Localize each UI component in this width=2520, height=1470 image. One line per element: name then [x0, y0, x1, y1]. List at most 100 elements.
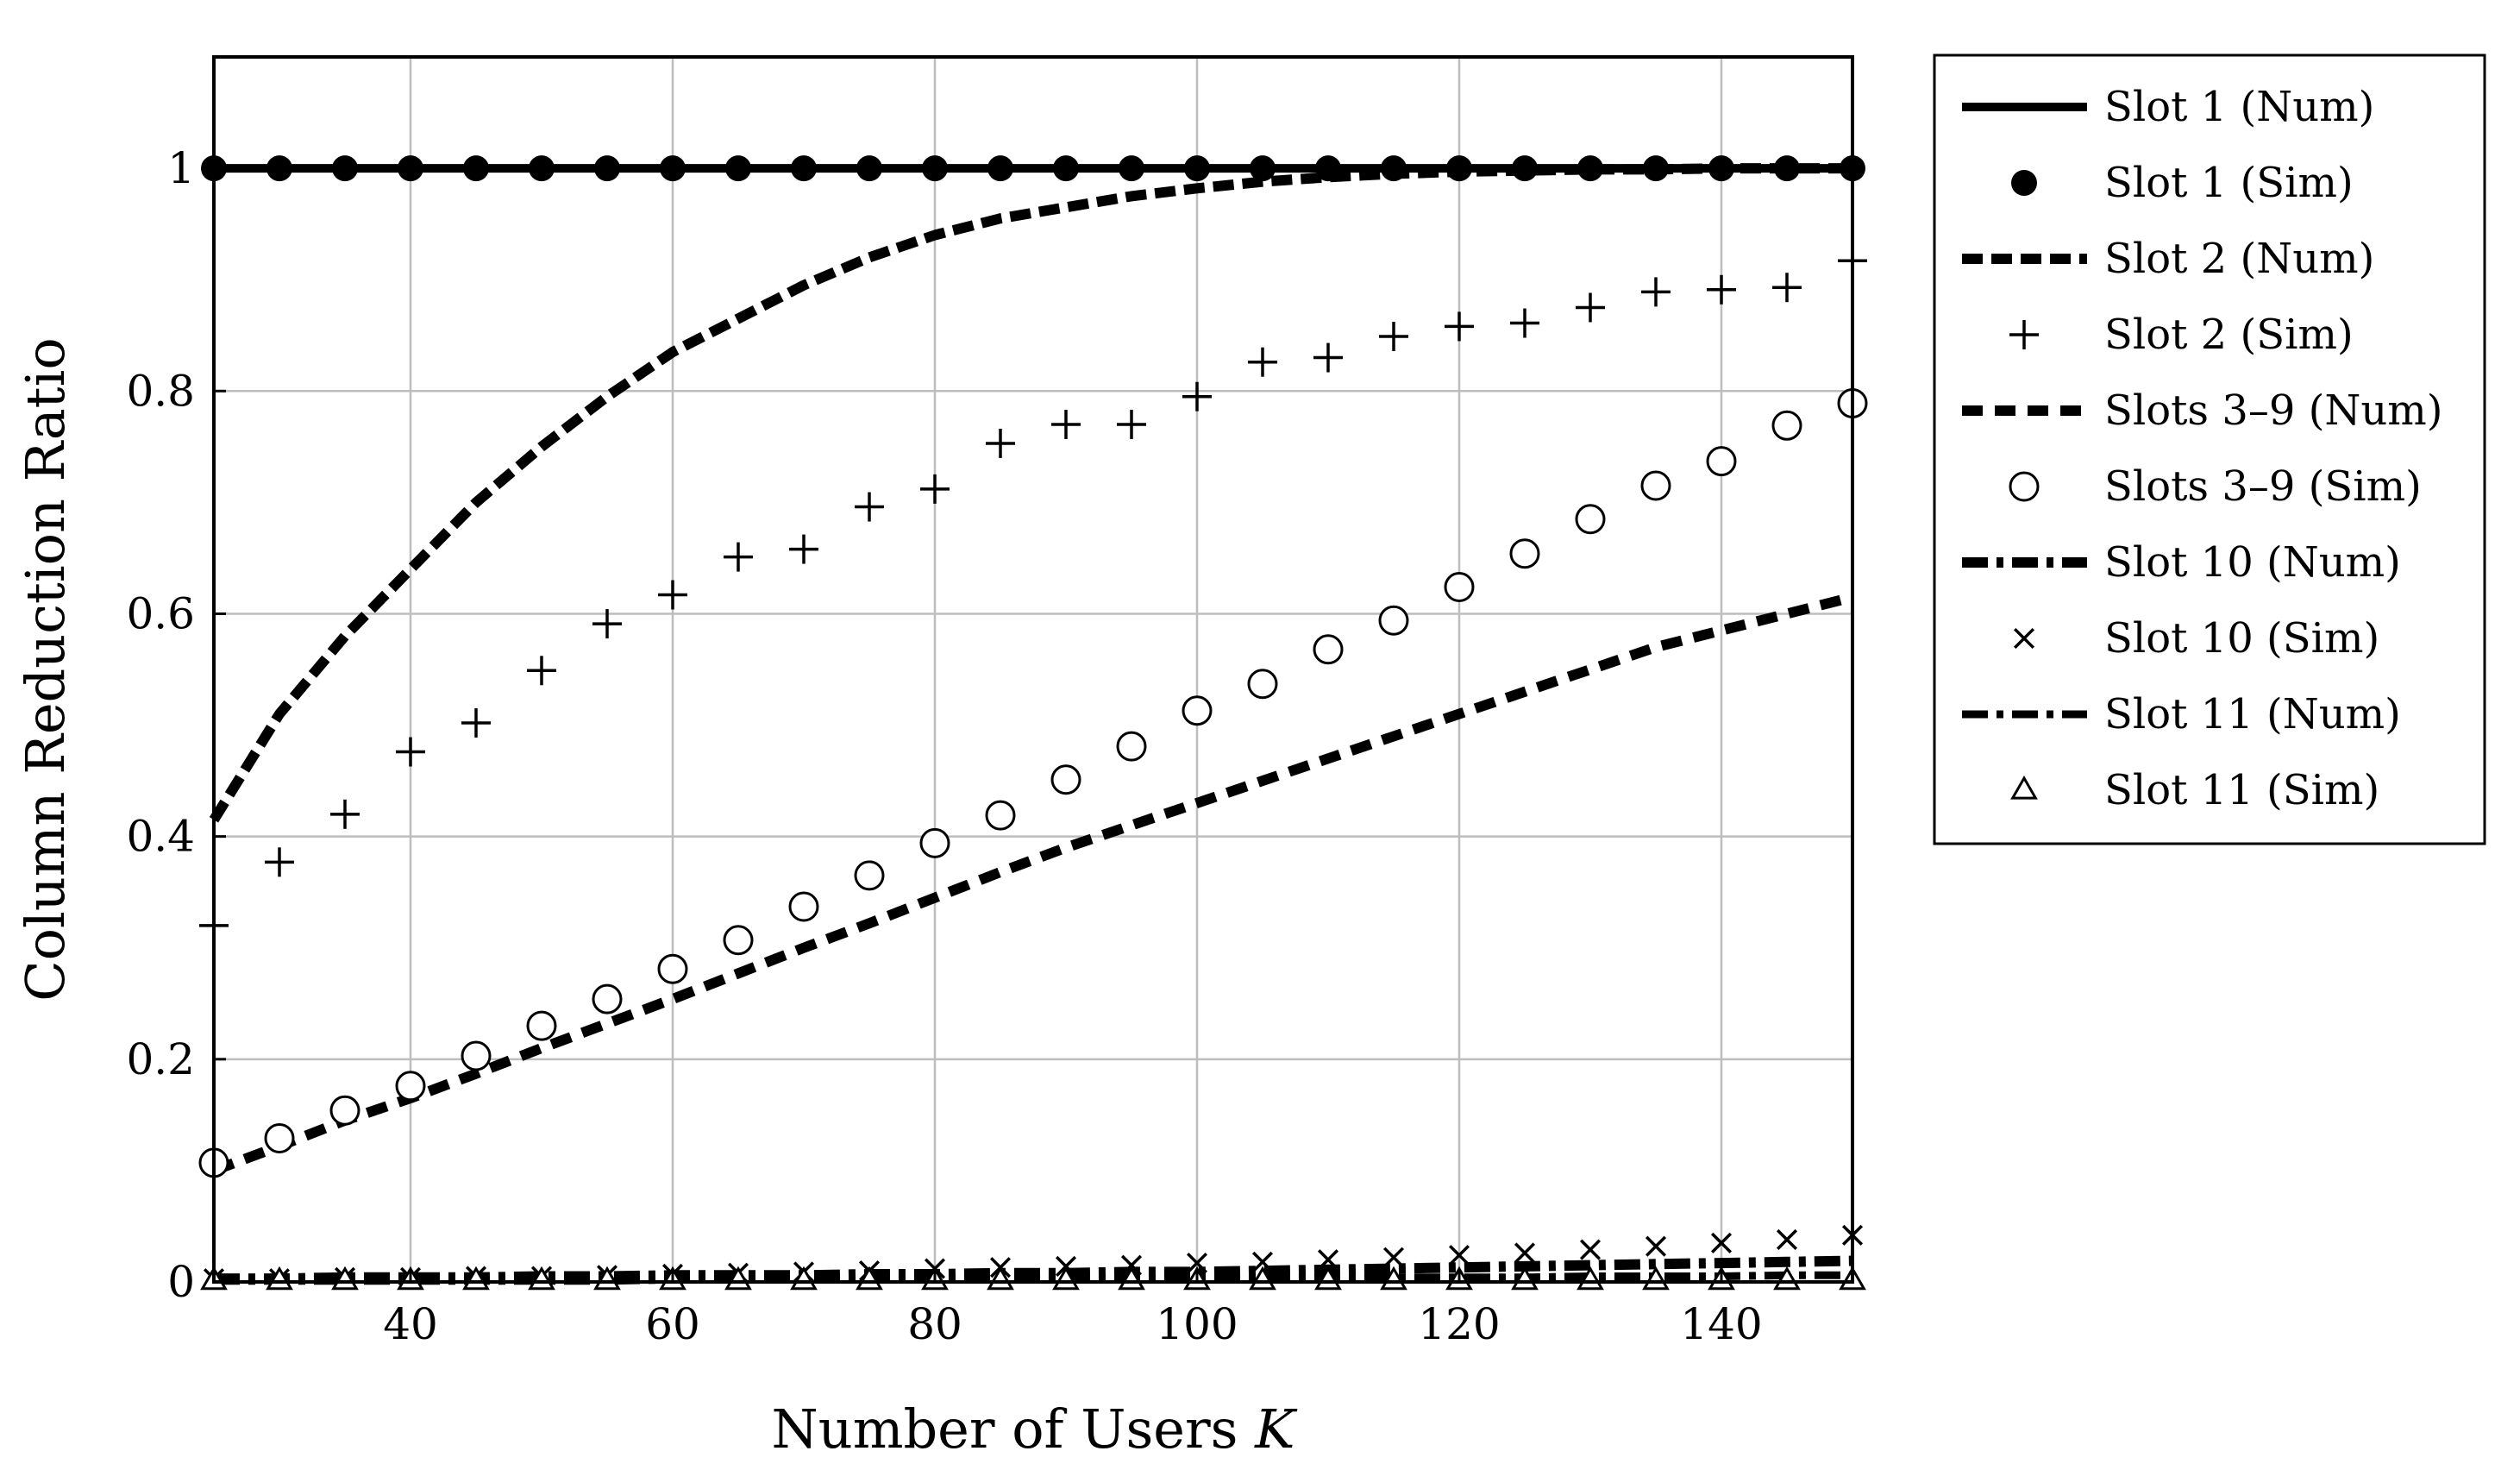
marker-filled-circle	[398, 155, 423, 182]
y-axis-title: Column Reduction Ratio	[14, 337, 77, 1002]
y-tick-label: 0.8	[126, 366, 195, 416]
legend-item: Slot 10 (Sim)	[2013, 614, 2379, 663]
marker-cross	[2013, 627, 2035, 650]
marker-filled-circle	[791, 155, 817, 182]
marker-plus	[527, 656, 556, 686]
marker-plus	[265, 847, 294, 877]
legend-item: Slot 2 (Num)	[1962, 235, 2374, 283]
marker-cross	[1710, 1232, 1733, 1253]
marker-plus	[1510, 308, 1539, 338]
marker-filled-circle	[1643, 155, 1669, 182]
y-tick-label: 0.6	[126, 588, 195, 638]
x-tick-label: 120	[1418, 1299, 1500, 1349]
x-tick-label: 60	[645, 1299, 700, 1349]
marker-cross-b	[1120, 1254, 1143, 1276]
legend-label: Slots 3–9 (Sim)	[2104, 462, 2422, 511]
marker-open-triangle	[2010, 775, 2038, 800]
marker-cross-b	[1776, 1228, 1798, 1250]
marker-filled-circle	[1053, 155, 1079, 182]
marker-filled-circle	[660, 155, 686, 182]
marker-open-circle	[1444, 571, 1475, 602]
legend-item: Slot 1 (Sim)	[2011, 159, 2354, 207]
marker-filled-circle	[1577, 155, 1603, 182]
series-slot-11-sim-	[200, 1266, 1866, 1291]
marker-open-circle	[1182, 695, 1213, 726]
marker-plus	[724, 542, 753, 572]
plot-series	[198, 155, 1868, 1291]
marker-filled-circle	[1315, 155, 1341, 182]
marker-cross	[1120, 1254, 1143, 1276]
marker-cross-b	[1448, 1244, 1470, 1266]
marker-plus	[592, 609, 622, 639]
marker-plus	[461, 707, 491, 738]
marker-plus	[1117, 410, 1146, 439]
marker-plus	[1313, 342, 1343, 373]
marker-open-triangle	[593, 1266, 621, 1291]
series-line	[214, 1271, 1852, 1285]
marker-filled-circle	[1446, 155, 1472, 182]
marker-open-triangle	[1773, 1266, 1801, 1291]
marker-open-circle	[395, 1071, 426, 1102]
legend-item: Slot 2 (Sim)	[2009, 311, 2354, 359]
marker-plus	[1772, 273, 1802, 303]
marker-plus	[1182, 381, 1212, 411]
legend-label: Slot 11 (Sim)	[2104, 766, 2379, 814]
legend-label: Slot 2 (Sim)	[2104, 311, 2354, 359]
marker-plus	[1379, 322, 1408, 352]
marker-filled-circle	[1512, 155, 1538, 182]
marker-plus	[789, 534, 818, 564]
marker-cross	[1448, 1244, 1470, 1266]
marker-filled-circle	[1708, 155, 1734, 182]
marker-open-triangle	[528, 1266, 555, 1291]
series-slot-2-num-	[209, 163, 1852, 823]
marker-cross-b	[1710, 1232, 1733, 1253]
x-tick-label: 80	[907, 1299, 962, 1349]
marker-cross	[1317, 1249, 1339, 1271]
marker-open-triangle	[266, 1266, 293, 1291]
marker-open-triangle	[987, 1266, 1014, 1291]
y-tick-label: 1	[167, 143, 195, 193]
marker-open-circle	[1771, 410, 1802, 441]
marker-open-circle	[1378, 605, 1409, 636]
marker-filled-circle	[987, 155, 1013, 182]
marker-open-circle	[657, 953, 688, 984]
marker-cross-b	[1382, 1247, 1405, 1268]
marker-open-circle	[2009, 471, 2040, 502]
marker-cross	[1186, 1253, 1208, 1274]
x-tick-label: 140	[1680, 1299, 1762, 1349]
marker-open-triangle	[1380, 1266, 1407, 1291]
y-tick-label: 0.2	[126, 1034, 195, 1084]
marker-filled-circle	[594, 155, 620, 182]
marker-open-circle	[1509, 538, 1540, 569]
marker-plus	[1445, 311, 1474, 342]
legend-label: Slot 10 (Sim)	[2104, 614, 2379, 663]
marker-cross	[1514, 1242, 1536, 1264]
marker-plus	[1051, 410, 1081, 439]
x-axis-title: Number of Users K	[772, 1398, 1299, 1461]
marker-plus	[986, 428, 1015, 458]
marker-filled-circle	[1119, 155, 1144, 182]
marker-cross-b	[1251, 1251, 1274, 1272]
marker-open-circle	[919, 827, 950, 858]
marker-open-triangle	[1511, 1266, 1539, 1291]
x-tick-label: 100	[1156, 1299, 1238, 1349]
marker-filled-circle	[1184, 155, 1210, 182]
y-tick-label: 0	[167, 1257, 195, 1307]
marker-open-circle	[1640, 470, 1671, 501]
legend-label: Slot 11 (Num)	[2104, 690, 2401, 738]
marker-open-triangle	[1052, 1266, 1080, 1291]
series-slot-2-sim-	[199, 246, 1867, 940]
y-tick-label: 0.4	[126, 812, 195, 862]
marker-cross-b	[1317, 1249, 1339, 1271]
marker-open-circle	[854, 860, 885, 891]
marker-filled-circle	[332, 155, 358, 182]
legend-label: Slot 1 (Sim)	[2104, 159, 2354, 207]
marker-plus	[1707, 274, 1736, 305]
marker-open-circle	[1050, 764, 1081, 795]
marker-open-triangle	[1314, 1266, 1342, 1291]
marker-plus	[330, 799, 360, 829]
marker-open-circle	[329, 1095, 360, 1126]
series-line	[209, 163, 1852, 823]
marker-plus	[396, 737, 425, 767]
